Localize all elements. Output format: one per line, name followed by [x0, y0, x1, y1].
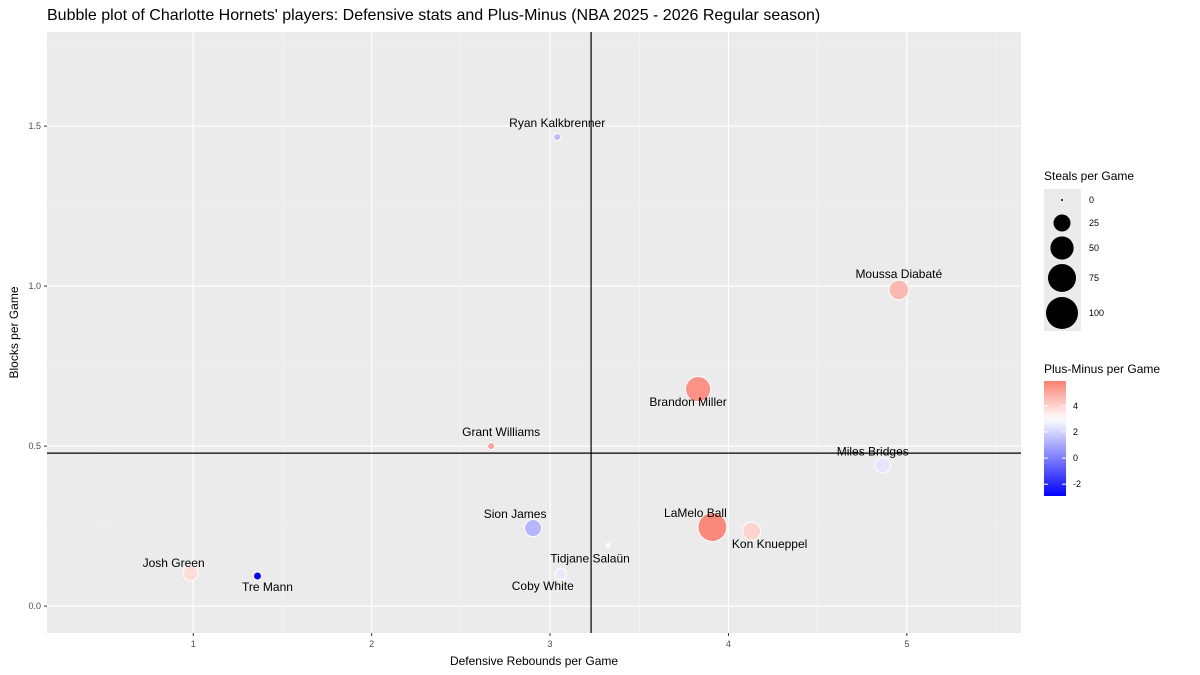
bubble-point — [487, 442, 496, 451]
x-tick-label: 1 — [191, 639, 196, 649]
bubble-point — [697, 512, 728, 542]
bubble-point — [742, 521, 762, 541]
bubble-point — [553, 132, 562, 142]
size-legend-key — [1061, 199, 1063, 201]
x-tick-label: 4 — [726, 639, 731, 649]
x-tick-label: 3 — [548, 639, 553, 649]
point-label: Miles Bridges — [837, 444, 909, 458]
size-legend-key — [1053, 214, 1071, 232]
bubble-point — [252, 571, 262, 581]
y-tick-label: 1.5 — [28, 121, 41, 131]
x-tick-label: 5 — [904, 639, 909, 649]
size-legend-label: 0 — [1089, 195, 1094, 205]
size-legend-key — [1046, 297, 1078, 329]
point-label: Tidjane Salaün — [550, 551, 630, 565]
bubble-point — [684, 376, 712, 403]
x-tick-label: 2 — [369, 639, 374, 649]
point-label: Grant Williams — [462, 425, 540, 439]
point-label: LaMelo Ball — [664, 506, 727, 520]
point-label: Brandon Miller — [649, 395, 726, 409]
bubble-point — [874, 457, 891, 474]
size-legend-label: 25 — [1089, 218, 1099, 228]
bubble-point — [182, 564, 199, 582]
x-axis-label: Defensive Rebounds per Game — [450, 654, 618, 668]
bubble-point — [888, 279, 910, 301]
size-legend-key — [1048, 264, 1076, 292]
bubble-point — [524, 519, 543, 538]
y-tick-label: 0.0 — [28, 601, 41, 611]
point-label: Coby White — [512, 579, 574, 593]
size-legend-label: 50 — [1089, 243, 1099, 253]
color-legend-label: 2 — [1073, 427, 1078, 437]
color-legend-title: Plus-Minus per Game — [1044, 362, 1160, 376]
color-bar — [1044, 381, 1066, 496]
bubble-point — [554, 567, 568, 581]
color-legend-label: 4 — [1073, 401, 1078, 411]
y-axis-label: Blocks per Game — [7, 286, 21, 378]
point-label: Moussa Diabaté — [855, 267, 942, 281]
chart-title: Bubble plot of Charlotte Hornets' player… — [47, 7, 820, 24]
point-label: Ryan Kalkbrenner — [509, 116, 605, 130]
point-label: Sion James — [484, 507, 547, 521]
point-label: Tre Mann — [242, 580, 293, 594]
size-legend-label: 100 — [1089, 308, 1104, 318]
bubble-point — [605, 542, 611, 548]
color-legend-label: 0 — [1073, 453, 1078, 463]
point-label: Josh Green — [143, 556, 205, 570]
size-legend-title: Steals per Game — [1044, 169, 1134, 183]
color-legend-label: -2 — [1073, 479, 1081, 489]
point-label: Kon Knueppel — [732, 537, 807, 551]
size-legend-label: 75 — [1089, 273, 1099, 283]
y-tick-label: 0.5 — [28, 441, 41, 451]
y-tick-label: 1.0 — [28, 281, 41, 291]
size-legend-key — [1050, 236, 1074, 260]
